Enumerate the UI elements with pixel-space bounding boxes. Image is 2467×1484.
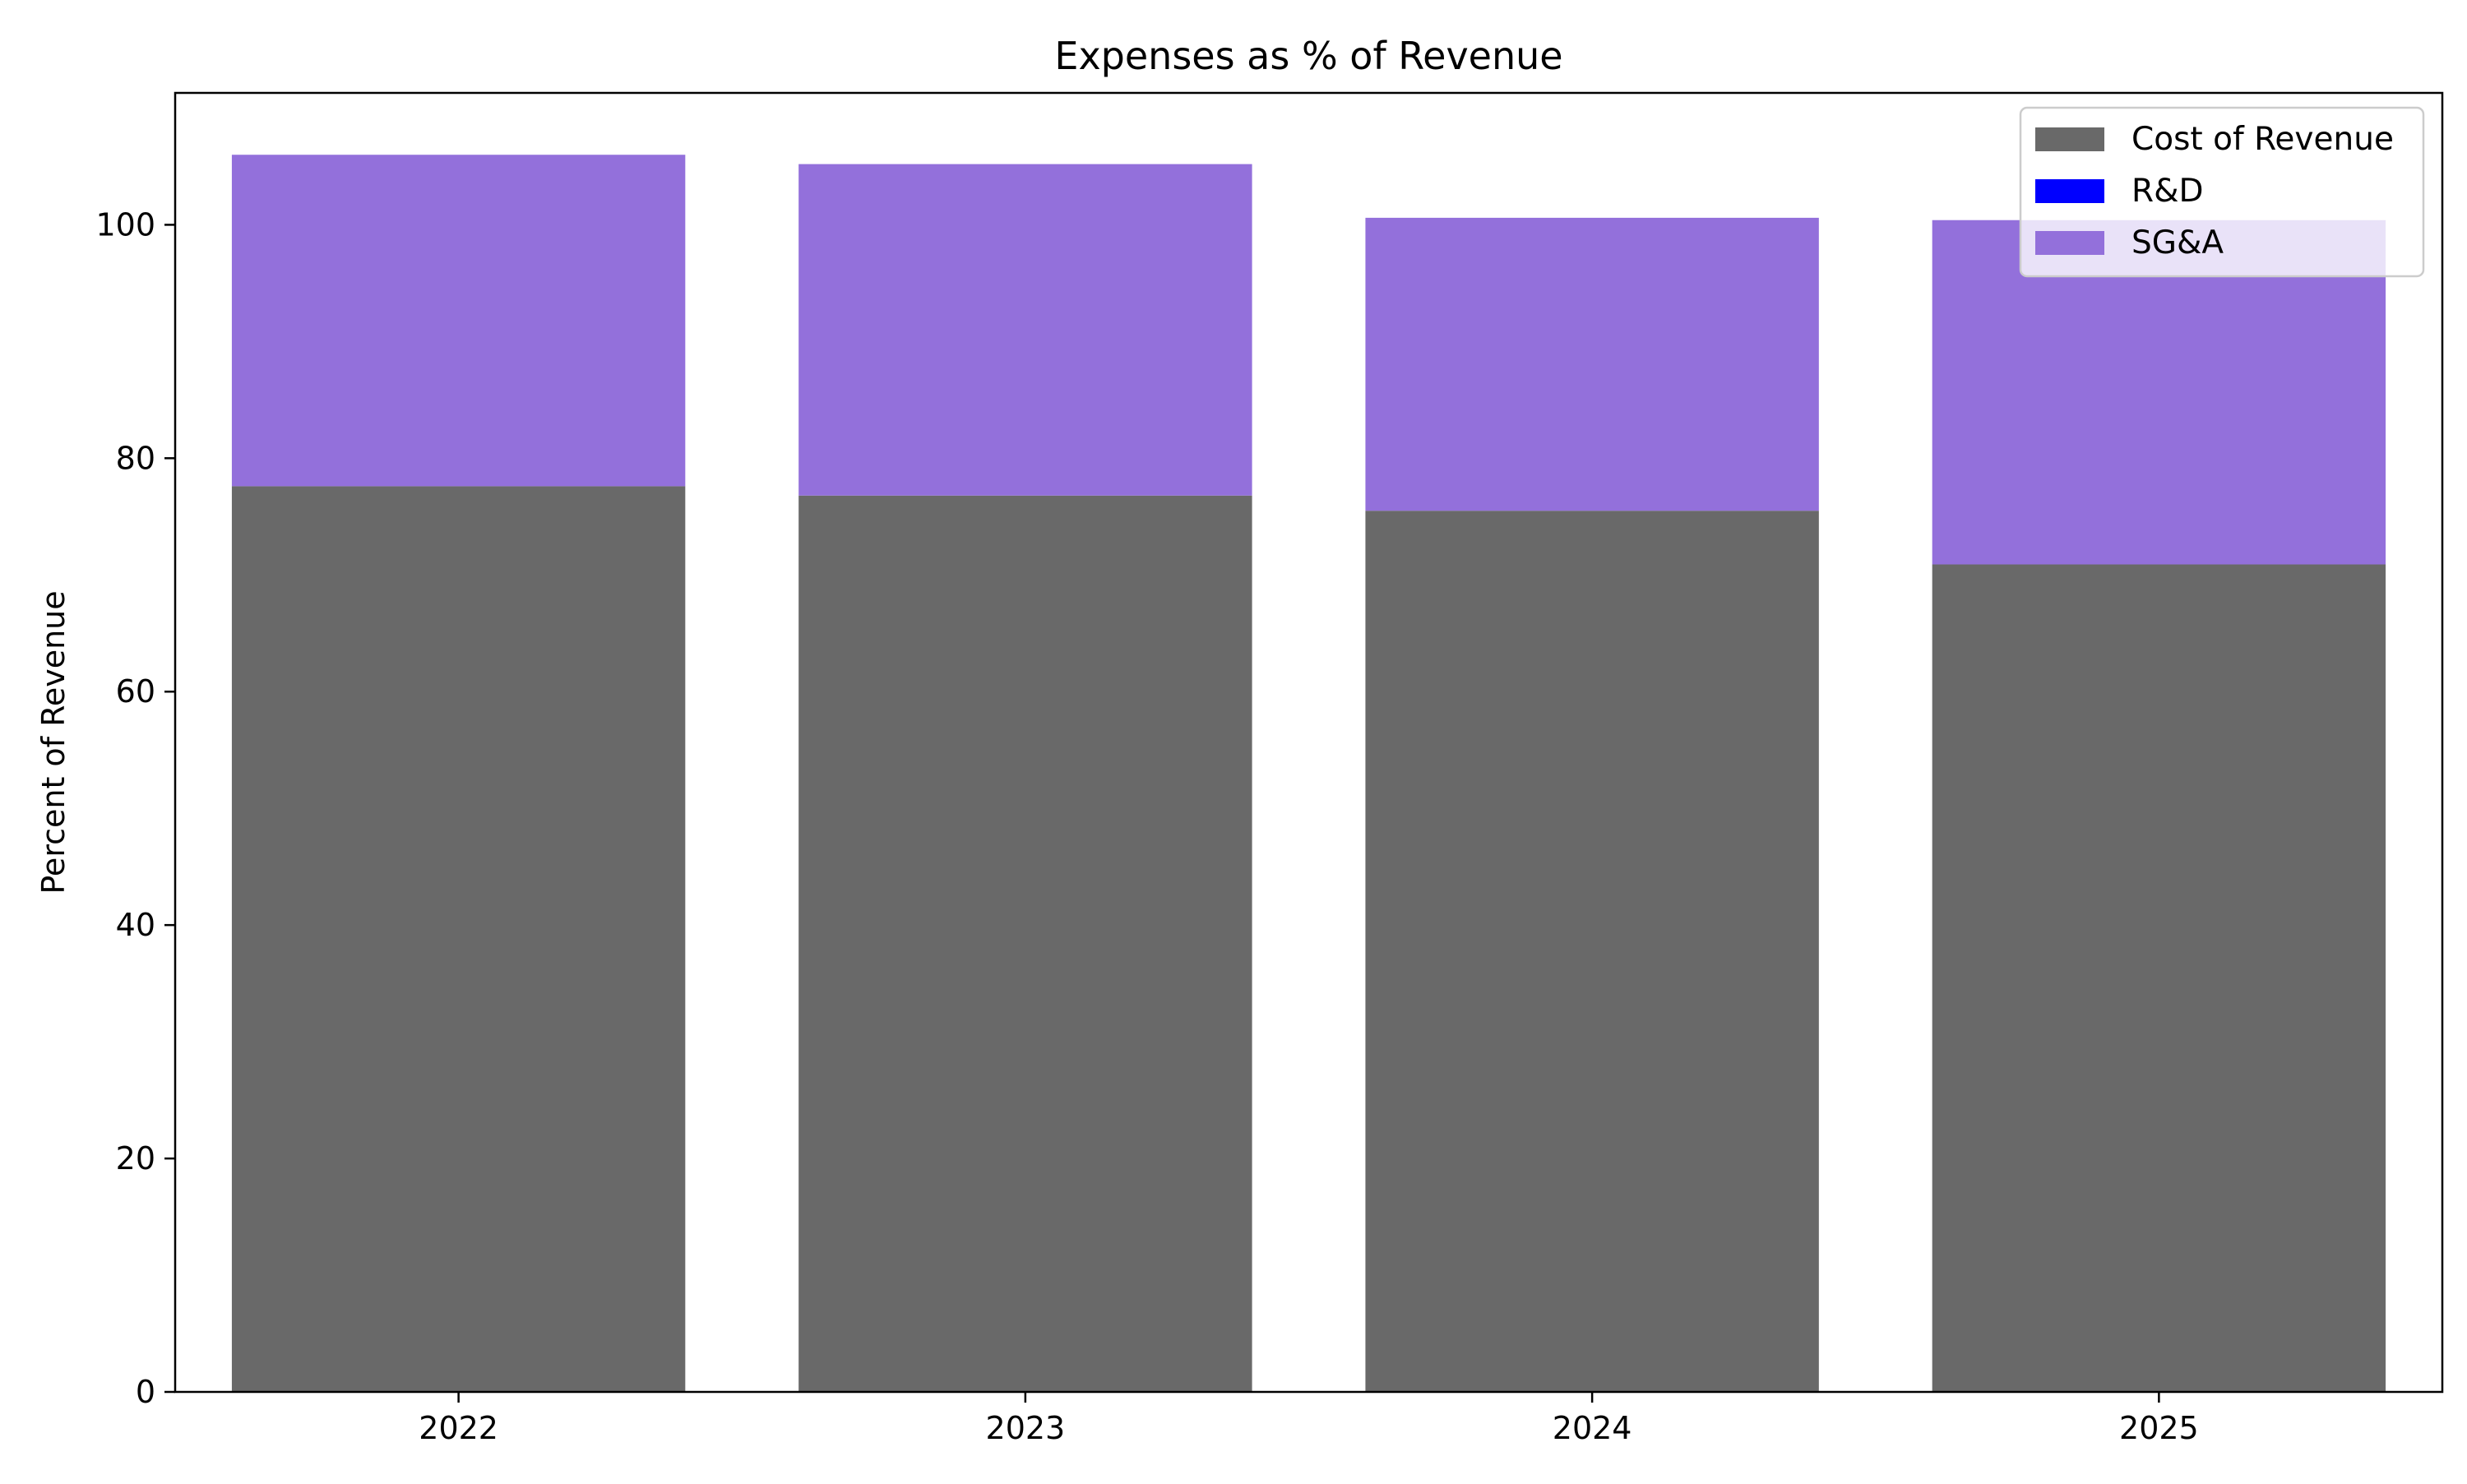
y-tick-label: 0 [136, 1374, 155, 1410]
y-tick-label: 100 [95, 206, 155, 243]
x-tick-label: 2025 [2119, 1410, 2199, 1446]
chart-title: Expenses as % of Revenue [1054, 34, 1562, 78]
bars-layer [231, 155, 2386, 1393]
legend-swatch [2035, 127, 2104, 151]
x-tick-label: 2022 [419, 1410, 498, 1446]
legend-swatch [2035, 231, 2104, 255]
y-tick-label: 80 [116, 440, 155, 476]
y-tick-label: 60 [116, 673, 155, 710]
legend-label: SG&A [2131, 224, 2224, 261]
bar-2025-series-2 [1932, 220, 2386, 565]
y-tick-label: 20 [116, 1140, 155, 1177]
legend-swatch [2035, 179, 2104, 203]
bar-2024-series-0 [1365, 511, 1819, 1392]
bar-2022-series-0 [231, 486, 686, 1393]
legend-box [2019, 106, 2425, 278]
bar-2024-series-2 [1365, 217, 1819, 511]
legend-label: R&D [2131, 173, 2204, 210]
bar-2023-series-2 [798, 164, 1252, 496]
y-tick-label: 40 [116, 907, 155, 943]
x-tick-label: 2024 [1553, 1410, 1632, 1446]
y-axis-label: Percent of Revenue [35, 590, 72, 894]
bar-2023-series-0 [798, 495, 1252, 1393]
axes-layer: 0 20 40 60 80 100 2022 2023 2024 2025 [95, 91, 2444, 1446]
legend: Cost of Revenue R&D SG&A [2019, 106, 2425, 278]
bar-2025-series-0 [1932, 564, 2386, 1392]
x-tick-label: 2023 [986, 1410, 1066, 1446]
legend-label: Cost of Revenue [2131, 121, 2394, 158]
bar-2022-series-2 [231, 155, 686, 487]
plot-frame [174, 91, 2444, 1394]
